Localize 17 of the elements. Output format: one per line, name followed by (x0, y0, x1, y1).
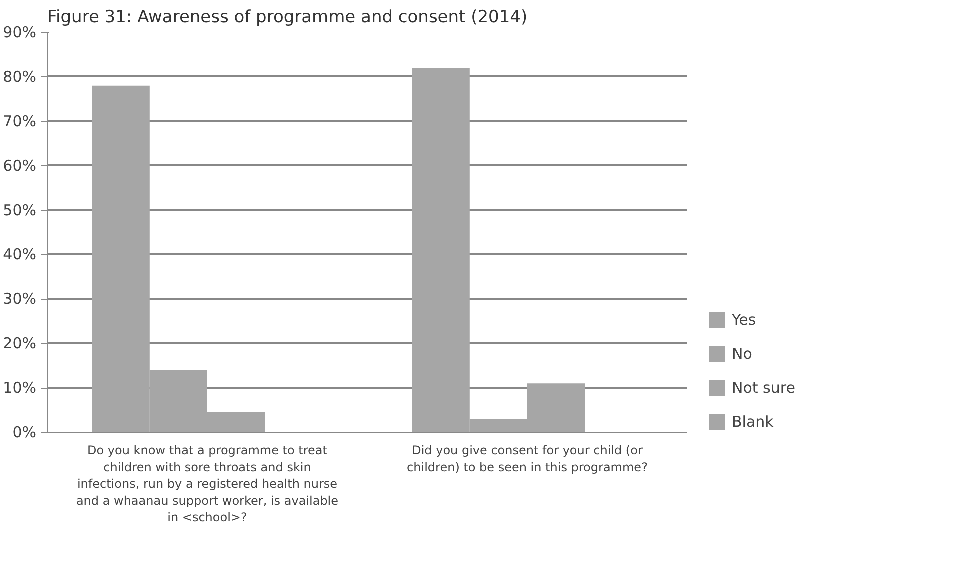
legend-label: Blank (732, 413, 774, 431)
x-tick-label: Do you know that a programme to treat children with sore throats and skin infections, run by a registered health nurse and a whaanau support worker, is available in <school>? (76, 444, 339, 525)
y-tick-label: 30% (3, 290, 37, 308)
y-tick-label: 20% (3, 334, 37, 353)
y-tick-label: 60% (3, 156, 37, 175)
y-tick-label: 10% (3, 379, 37, 398)
y-tick-label: 90% (3, 24, 37, 42)
legend-label: Not sure (732, 379, 796, 397)
y-tick-label: 70% (3, 112, 37, 130)
y-tick-label: 80% (3, 68, 37, 86)
y-tick-label: 0% (12, 424, 36, 442)
x-tick-label: Did you give consent for your child (or children) to be seen in this programme? (407, 444, 648, 474)
chart-title: Figure 31: Awareness of programme and consent (2014) (48, 8, 528, 28)
y-tick-label: 40% (3, 246, 37, 264)
y-tick-label: 50% (3, 201, 37, 220)
legend-label: No (732, 345, 752, 363)
legend-label: Yes (732, 311, 756, 329)
